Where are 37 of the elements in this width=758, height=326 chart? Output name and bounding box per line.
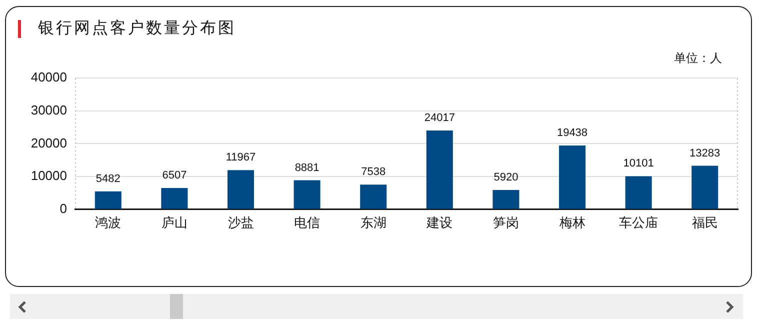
- y-tick-label: 0: [60, 200, 67, 216]
- bar: [161, 188, 188, 209]
- x-tick-label: 电信: [294, 214, 320, 230]
- x-tick-label: 庐山: [161, 214, 188, 230]
- y-tick-label: 30000: [30, 102, 67, 118]
- data-label: 11967: [226, 152, 256, 164]
- x-tick-label: 车公庙: [619, 214, 658, 230]
- x-tick-label: 笋岗: [492, 214, 519, 230]
- data-label: 24017: [424, 112, 455, 124]
- y-tick-label: 20000: [30, 135, 67, 150]
- bar: [625, 176, 652, 209]
- bar: [227, 170, 254, 209]
- x-tick-label: 福民: [692, 214, 718, 230]
- data-label: 5482: [96, 172, 120, 185]
- y-tick-label: 40000: [30, 70, 67, 85]
- x-tick-label: 建设: [426, 214, 453, 230]
- data-label: 7538: [361, 166, 386, 178]
- bar: [426, 130, 453, 209]
- data-label: 5920: [494, 171, 518, 184]
- data-label: 8881: [294, 162, 320, 174]
- chart-title: 银行网点客户数量分布图: [38, 18, 236, 39]
- bar: [360, 184, 387, 209]
- bar: [558, 146, 586, 209]
- text: 单位：人: [674, 50, 722, 67]
- y-tick-label: 10000: [30, 168, 67, 184]
- data-label: 6507: [162, 170, 187, 182]
- x-tick-label: 梅林: [558, 214, 586, 230]
- bar: [492, 190, 520, 209]
- x-tick-label: 沙盐: [228, 214, 254, 230]
- x-tick-label: 东湖: [360, 214, 386, 230]
- data-label: 19438: [556, 127, 588, 140]
- data-label: 13283: [690, 147, 720, 160]
- x-tick-label: 鸿波: [95, 214, 122, 230]
- bar: [692, 166, 718, 209]
- bar: [294, 180, 320, 209]
- data-label: 10101: [623, 158, 654, 170]
- bar: [94, 191, 122, 209]
